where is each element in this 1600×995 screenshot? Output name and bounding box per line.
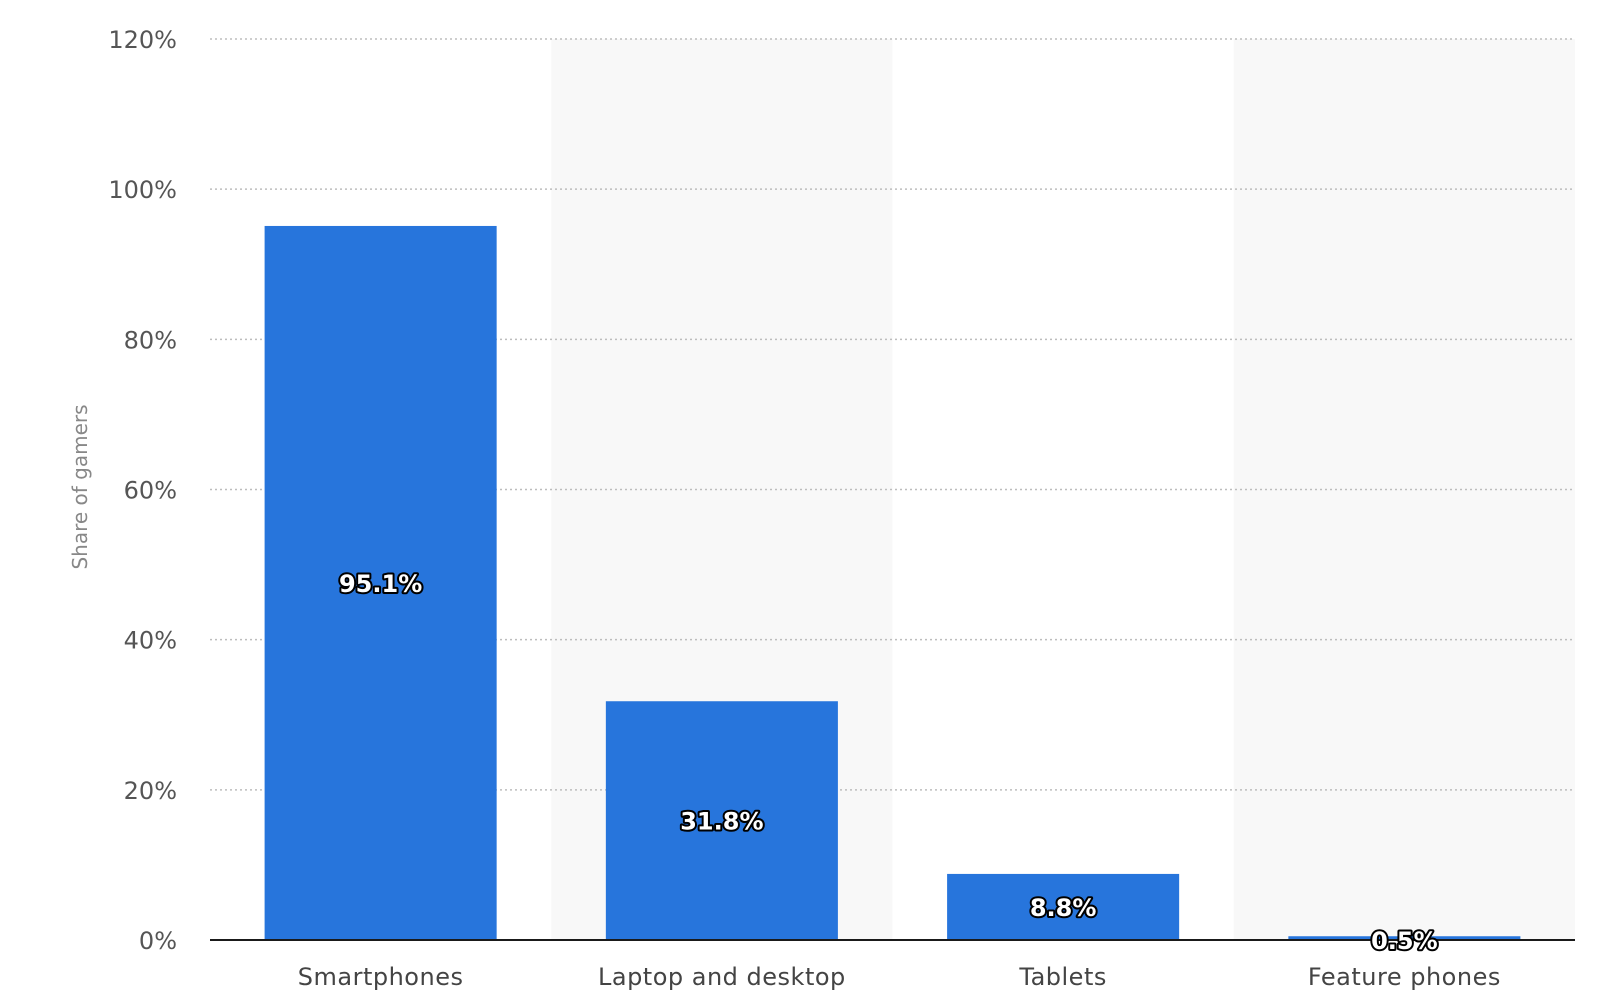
band-3 xyxy=(1233,39,1575,940)
bar-0 xyxy=(264,225,497,940)
x-category-label-1: Laptop and desktop xyxy=(598,963,846,991)
y-axis-ticks: 0% 20% 40% 60% 80% 100% 120% xyxy=(108,26,177,955)
y-tick-label-120: 120% xyxy=(108,26,177,54)
y-tick-label-60: 60% xyxy=(124,477,177,505)
y-axis-title: Share of gamers xyxy=(68,404,92,569)
bar-3 xyxy=(1288,936,1521,940)
bars xyxy=(264,225,1521,940)
y-tick-label-40: 40% xyxy=(124,627,177,655)
data-labels: 95.1% 31.8% 8.8% 0.5% xyxy=(337,568,1440,957)
x-axis-labels: Smartphones Laptop and desktop Tablets Feat… xyxy=(298,963,1501,991)
data-label-2: 8.8% xyxy=(1030,894,1097,922)
y-tick-label-100: 100% xyxy=(108,176,177,204)
x-category-label-0: Smartphones xyxy=(298,963,464,991)
data-label-0: 95.1% xyxy=(339,570,422,598)
bar-1 xyxy=(605,701,838,940)
x-category-label-2: Tablets xyxy=(1018,963,1106,991)
y-tick-label-20: 20% xyxy=(124,777,177,805)
data-label-1: 31.8% xyxy=(680,808,763,836)
y-tick-label-0: 0% xyxy=(139,927,177,955)
y-tick-label-80: 80% xyxy=(124,326,177,354)
x-category-label-3: Feature phones xyxy=(1308,963,1501,991)
data-label-3: 0.5% xyxy=(1371,927,1438,955)
bar-2 xyxy=(947,873,1180,940)
